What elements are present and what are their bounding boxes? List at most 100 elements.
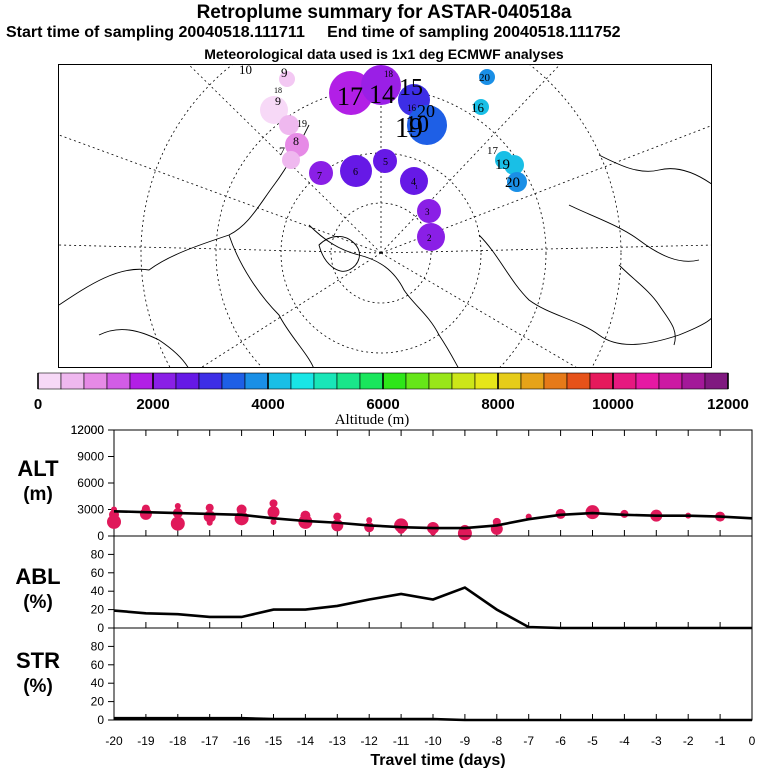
series-line <box>113 586 752 630</box>
colorbar-segment <box>589 372 614 390</box>
colorbar-segment <box>497 372 522 390</box>
x-tick-label: -13 <box>329 734 347 748</box>
x-tick-label: 0 <box>749 734 756 748</box>
altitude-point <box>107 514 121 529</box>
map-label: 16 <box>407 103 417 113</box>
map-label: 17 <box>337 82 363 111</box>
altitude-point <box>270 518 277 525</box>
y-tick-label: 0 <box>97 529 104 543</box>
altitude-point <box>139 507 152 520</box>
map-label: 20 <box>505 175 520 191</box>
alt-axis-label-unit: (m) <box>23 484 53 505</box>
colorbar-segment <box>382 372 407 390</box>
map-label: 4 <box>411 177 416 188</box>
coastline <box>308 224 459 367</box>
map-label: 9 <box>281 65 288 80</box>
x-tick-label: -15 <box>265 734 283 748</box>
colorbar-segment <box>635 372 660 390</box>
altitude-point <box>205 503 214 512</box>
map-label: 15 <box>399 75 423 101</box>
meridian <box>380 65 561 254</box>
map-label: 2 <box>427 233 432 243</box>
panel-frame <box>113 627 753 721</box>
y-tick-label: 60 <box>91 566 105 580</box>
colorbar-segment <box>37 372 62 390</box>
str-axis-label-unit: (%) <box>23 676 53 697</box>
alt-axis-label: ALT (m) <box>8 456 68 508</box>
time-series-panels: 0300060009000120001200002040608002040608… <box>71 423 756 768</box>
colorbar-tick-label: 12000 <box>707 396 749 413</box>
colorbar-segment <box>267 372 292 390</box>
meridian <box>380 252 577 367</box>
plume-cluster <box>282 151 300 169</box>
colorbar-tick-label: 2000 <box>136 396 169 413</box>
x-tick-label: -2 <box>683 734 694 748</box>
colorbar-segment <box>221 372 246 390</box>
y-tick-label: 40 <box>91 584 105 598</box>
meridian <box>380 125 711 254</box>
latitude-circle <box>215 87 547 367</box>
colorbar-segment <box>175 372 200 390</box>
end-time-label: End time of sampling 20040518.111752 <box>327 24 621 41</box>
colorbar-segment <box>83 372 108 390</box>
plume-cluster <box>400 167 428 195</box>
series-line <box>113 509 753 530</box>
map-label: 18 <box>274 86 282 95</box>
meridian <box>188 65 382 254</box>
x-tick-label: -1 <box>715 734 726 748</box>
colorbar-tick-label: 4000 <box>251 396 284 413</box>
map-label: 7 <box>279 144 285 158</box>
y-tick-label: 0 <box>97 713 104 727</box>
plume-cluster <box>479 69 495 85</box>
map-label: 1 <box>415 185 418 191</box>
map-label: 18 <box>384 69 394 79</box>
colorbar-segment <box>566 372 591 390</box>
abl-axis-label: ABL (%) <box>8 564 68 616</box>
colorbar-segment <box>451 372 476 390</box>
abl-axis-label-top: ABL <box>15 564 61 589</box>
colorbar-segment <box>290 372 315 390</box>
x-tick-label: -9 <box>460 734 471 748</box>
x-tick-label: -16 <box>233 734 251 748</box>
x-tick-label: -11 <box>393 734 410 748</box>
colorbar-title: Altitude (m) <box>335 412 410 428</box>
plume-cluster <box>309 161 333 185</box>
map-label: 5 <box>383 157 388 168</box>
x-tick-label: -19 <box>137 734 155 748</box>
colorbar-ticks: 0 2000 4000 6000 8000 10000 12000 <box>34 373 749 413</box>
plume-cluster <box>473 99 489 115</box>
altitude-point <box>333 512 342 521</box>
map-label: 16 <box>471 100 485 115</box>
colorbar-segment <box>336 372 361 390</box>
altitude-point <box>174 502 181 509</box>
island-outline <box>318 236 360 272</box>
altitude-point <box>170 516 185 531</box>
sampling-times: Start time of sampling 20040518.111711 E… <box>6 24 768 42</box>
y-tick-label: 12000 <box>71 423 105 437</box>
plume-cluster <box>340 155 372 187</box>
colorbar-tick-label: 8000 <box>481 396 514 413</box>
map-label: 7 <box>317 171 322 182</box>
plume-cluster-group <box>260 65 527 251</box>
plume-cluster <box>361 65 401 105</box>
colorbar-tick-label: 6000 <box>366 396 399 413</box>
meridian <box>59 134 382 254</box>
map-label: 10 <box>239 65 252 77</box>
meridian <box>201 252 382 367</box>
y-tick-label: 9000 <box>77 450 104 464</box>
colorbar-segment <box>681 372 706 390</box>
map-label: 20 <box>417 101 435 121</box>
coastline <box>59 124 310 306</box>
colorbar-segment <box>198 372 223 390</box>
map-label: 19 <box>395 113 423 144</box>
altitude-point <box>206 519 213 526</box>
altitude-point <box>269 499 278 508</box>
colorbar-segment <box>244 372 269 390</box>
altitude-point <box>331 519 344 532</box>
plume-cluster <box>507 172 527 192</box>
y-tick-label: 80 <box>91 547 105 561</box>
retroplume-map: 10 9 18 9 7 8 19 17 14 15 18 16 20 10 19… <box>58 64 712 368</box>
x-tick-label: -4 <box>619 734 630 748</box>
panel-frame <box>113 535 753 629</box>
